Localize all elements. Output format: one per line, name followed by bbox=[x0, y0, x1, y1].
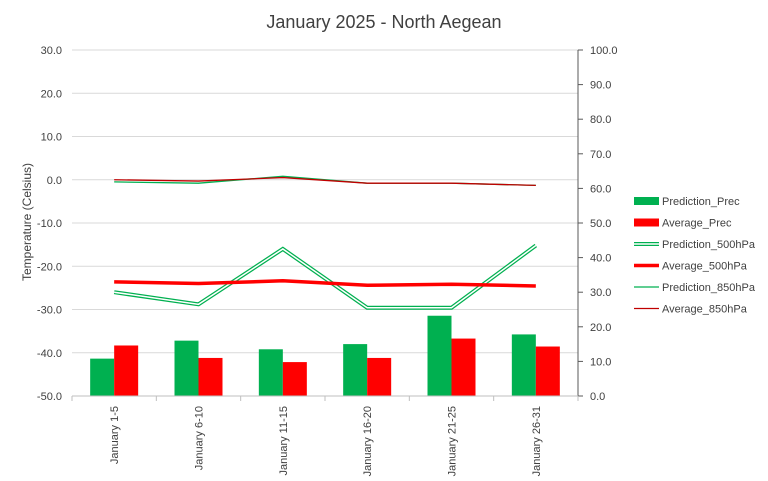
x-tick-label: January 21-25 bbox=[447, 406, 459, 476]
x-tick-label: January 1-5 bbox=[109, 406, 121, 464]
bar-Prediction_Prec bbox=[343, 344, 368, 396]
y2-tick-label: 60.0 bbox=[590, 183, 611, 195]
legend-label: Average_Prec bbox=[662, 218, 732, 230]
y-tick-label: 0.0 bbox=[47, 175, 62, 187]
legend-swatch bbox=[634, 218, 659, 227]
legend-label: Prediction_850hPa bbox=[662, 282, 756, 294]
axes: 30.0 20.0 10.0 0.0 -10.0 -20.0 -30.0 -40.0 -50.0… bbox=[37, 45, 618, 476]
y2-tick-label: 0.0 bbox=[590, 391, 605, 403]
bar-Prediction_Prec bbox=[174, 340, 199, 396]
legend: Prediction_Prec Average_Prec Prediction_50… bbox=[634, 196, 756, 316]
y2-tick-label: 20.0 bbox=[590, 322, 611, 334]
legend-label: Prediction_Prec bbox=[662, 196, 740, 208]
y-axis-title: Temperature (Celsius) bbox=[20, 163, 34, 281]
y-tick-label: 10.0 bbox=[41, 132, 62, 144]
bar-Average_Prec bbox=[451, 338, 476, 396]
bar-Average_Prec bbox=[535, 346, 560, 396]
line-Prediction_500hPa bbox=[113, 243, 538, 310]
y2-tick-label: 90.0 bbox=[590, 80, 611, 92]
y-tick-label: -20.0 bbox=[37, 261, 62, 273]
bar-Prediction_Prec bbox=[511, 334, 536, 396]
y2-tick-label: 80.0 bbox=[590, 114, 611, 126]
bar-Average_Prec bbox=[198, 357, 223, 396]
gridlines bbox=[72, 49, 578, 397]
legend-label: Average_500hPa bbox=[662, 261, 748, 273]
y-tick-label: 20.0 bbox=[41, 88, 62, 100]
y-tick-label: -40.0 bbox=[37, 348, 62, 360]
y2-tick-label: 100.0 bbox=[590, 45, 618, 57]
bar-Average_Prec bbox=[114, 345, 139, 396]
x-tick-label: January 26-31 bbox=[531, 406, 543, 476]
y2-tick-label: 30.0 bbox=[590, 287, 611, 299]
y-tick-label: 30.0 bbox=[41, 45, 62, 57]
legend-swatch bbox=[634, 197, 659, 205]
line-Average_500hPa bbox=[114, 279, 536, 288]
legend-label: Prediction_500hPa bbox=[662, 239, 756, 251]
y2-tick-label: 50.0 bbox=[590, 218, 611, 230]
bar-Prediction_Prec bbox=[90, 358, 115, 396]
chart-title: January 2025 - North Aegean bbox=[266, 12, 501, 32]
y-tick-label: -50.0 bbox=[37, 391, 62, 403]
x-tick-label: January 16-20 bbox=[362, 406, 374, 476]
bar-Prediction_Prec bbox=[258, 349, 283, 396]
y2-tick-label: 70.0 bbox=[590, 149, 611, 161]
x-tick-label: January 11-15 bbox=[278, 406, 290, 476]
y2-tick-label: 40.0 bbox=[590, 253, 611, 265]
y2-tick-label: 10.0 bbox=[590, 356, 611, 368]
x-tick-label: January 6-10 bbox=[194, 406, 206, 470]
legend-label: Average_850hPa bbox=[662, 304, 748, 316]
line-Average_850hPa bbox=[114, 176, 536, 187]
y-tick-label: -10.0 bbox=[37, 218, 62, 230]
bars bbox=[90, 315, 560, 396]
line-Prediction_500hPa-inner bbox=[114, 244, 537, 309]
bar-Average_Prec bbox=[282, 362, 307, 396]
bar-Average_Prec bbox=[367, 357, 392, 396]
bar-Prediction_Prec bbox=[427, 315, 452, 396]
y-tick-label: -30.0 bbox=[37, 305, 62, 317]
lines bbox=[113, 175, 538, 310]
